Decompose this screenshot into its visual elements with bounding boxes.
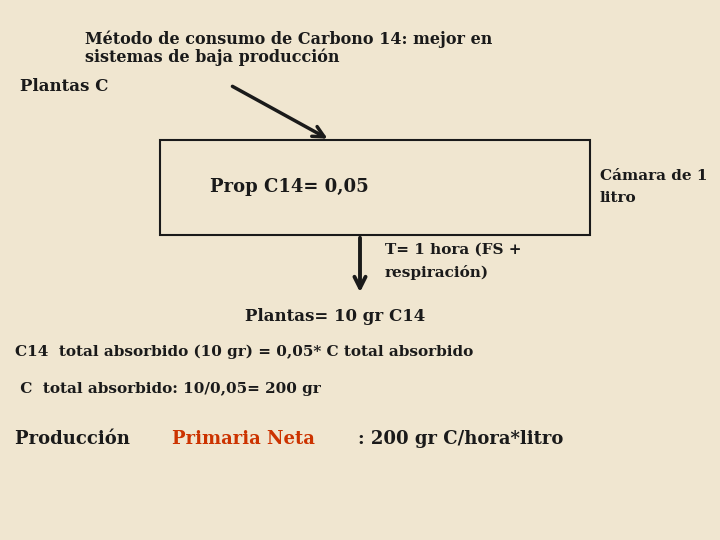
Text: litro: litro	[600, 191, 636, 205]
Text: Primaria Neta: Primaria Neta	[172, 430, 315, 448]
Text: Método de consumo de Carbono 14: mejor en: Método de consumo de Carbono 14: mejor e…	[85, 30, 492, 48]
Text: C  total absorbido: 10/0,05= 200 gr: C total absorbido: 10/0,05= 200 gr	[15, 382, 320, 396]
Text: Plantas= 10 gr C14: Plantas= 10 gr C14	[245, 308, 426, 325]
Text: sistemas de baja producción: sistemas de baja producción	[85, 48, 340, 65]
Text: : 200 gr C/hora*litro: : 200 gr C/hora*litro	[358, 430, 563, 448]
Text: T= 1 hora (FS +: T= 1 hora (FS +	[385, 243, 521, 257]
Text: Plantas C: Plantas C	[20, 78, 109, 95]
Text: C14  total absorbido (10 gr) = 0,05* C total absorbido: C14 total absorbido (10 gr) = 0,05* C to…	[15, 345, 473, 360]
Text: Prop C14= 0,05: Prop C14= 0,05	[210, 179, 369, 197]
Text: Producción: Producción	[15, 430, 136, 448]
Bar	[160, 140, 590, 235]
Text: Cámara de 1: Cámara de 1	[600, 168, 708, 183]
Text: respiración): respiración)	[385, 265, 489, 280]
